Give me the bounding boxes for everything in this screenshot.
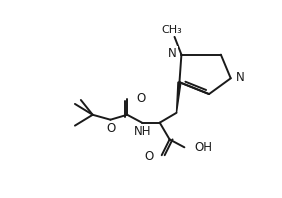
Text: CH₃: CH₃ <box>161 25 182 35</box>
Text: OH: OH <box>194 141 212 154</box>
Polygon shape <box>177 82 181 113</box>
Text: O: O <box>145 150 154 163</box>
Text: N: N <box>168 47 177 60</box>
Text: NH: NH <box>134 125 152 138</box>
Text: N: N <box>236 71 244 84</box>
Text: O: O <box>136 91 145 105</box>
Text: O: O <box>107 122 116 135</box>
